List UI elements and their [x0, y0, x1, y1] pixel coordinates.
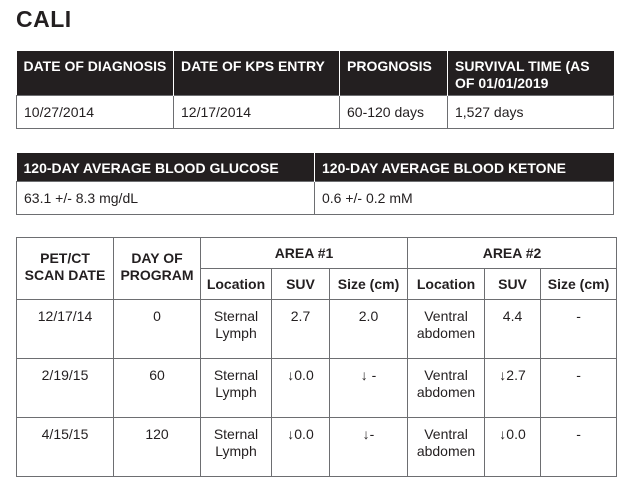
table-row: 63.1 +/- 8.3 mg/dL 0.6 +/- 0.2 mM: [16, 181, 614, 215]
header-scan-date: PET/CT SCAN DATE: [16, 237, 114, 300]
day-cell: 60: [113, 358, 201, 418]
table-header-row: DATE OF DIAGNOSIS DATE OF KPS ENTRY PROG…: [16, 51, 614, 96]
average-ketone-value: 0.6 +/- 0.2 mM: [314, 181, 614, 215]
scan-date-cell: 2/19/15: [16, 358, 114, 418]
prognosis-value: 60-120 days: [339, 95, 448, 129]
average-glucose-value: 63.1 +/- 8.3 mg/dL: [16, 181, 315, 215]
suv-2-cell: 4.4: [484, 299, 542, 359]
scan-results-table: PET/CT SCAN DATE DAY OF PROGRAM AREA #1 …: [16, 237, 618, 477]
size-2-cell: -: [540, 358, 618, 418]
suv-2-cell: ↓2.7: [484, 358, 542, 418]
table-subheader-row: Location SUV Size (cm) Location SUV Size…: [17, 268, 618, 300]
size-1-cell: ↓-: [328, 417, 409, 477]
header-date-of-diagnosis: DATE OF DIAGNOSIS: [16, 51, 174, 96]
suv-1-cell: ↓0.0: [271, 417, 330, 477]
header-average-glucose: 120-DAY AVERAGE BLOOD GLUCOSE: [16, 153, 315, 182]
suv-2-cell: ↓0.0: [484, 417, 542, 477]
page-title: CALI: [16, 6, 72, 32]
header-date-of-kps-entry: DATE OF KPS ENTRY: [173, 51, 340, 96]
table-row: 2/19/15 60 Sternal Lymph ↓0.0 ↓ - Ventra…: [16, 358, 618, 418]
size-2-cell: -: [540, 299, 618, 359]
suv-1-cell: 2.7: [271, 299, 330, 359]
table-row: 12/17/14 0 Sternal Lymph 2.7 2.0 Ventral…: [16, 299, 618, 359]
location-2-cell: Ventral abdomen: [407, 358, 486, 418]
day-cell: 120: [113, 417, 201, 477]
table-header-row: PET/CT SCAN DATE DAY OF PROGRAM AREA #1 …: [16, 237, 618, 300]
subheader-suv-2: SUV: [484, 268, 542, 300]
location-1-cell: Sternal Lymph: [200, 299, 272, 359]
scan-date-cell: 4/15/15: [16, 417, 114, 477]
location-1-cell: Sternal Lymph: [200, 417, 272, 477]
header-area-2: AREA #2: [407, 237, 618, 269]
subheader-location-2: Location: [407, 268, 486, 300]
average-values-table: 120-DAY AVERAGE BLOOD GLUCOSE 120-DAY AV…: [16, 153, 614, 215]
scan-date-cell: 12/17/14: [16, 299, 114, 359]
date-of-diagnosis-value: 10/27/2014: [16, 95, 174, 129]
size-1-cell: ↓ -: [328, 358, 409, 418]
table-header-row: 120-DAY AVERAGE BLOOD GLUCOSE 120-DAY AV…: [16, 153, 614, 182]
location-1-cell: Sternal Lymph: [200, 358, 272, 418]
subheader-size-2: Size (cm): [540, 268, 618, 300]
date-of-kps-entry-value: 12/17/2014: [173, 95, 340, 129]
table-row: 10/27/2014 12/17/2014 60-120 days 1,527 …: [16, 95, 614, 129]
size-1-cell: 2.0: [328, 299, 409, 359]
subheader-size-1: Size (cm): [328, 268, 409, 300]
header-day-of-program: DAY OF PROGRAM: [113, 237, 201, 300]
day-cell: 0: [113, 299, 201, 359]
survival-time-value: 1,527 days: [447, 95, 614, 129]
location-2-cell: Ventral abdomen: [407, 417, 486, 477]
patient-info-table: DATE OF DIAGNOSIS DATE OF KPS ENTRY PROG…: [16, 51, 614, 129]
header-survival-time: SURVIVAL TIME (AS OF 01/01/2019: [447, 51, 614, 96]
header-prognosis: PROGNOSIS: [339, 51, 448, 96]
table-row: 4/15/15 120 Sternal Lymph ↓0.0 ↓- Ventra…: [16, 417, 618, 477]
location-2-cell: Ventral abdomen: [407, 299, 486, 359]
subheader-suv-1: SUV: [271, 268, 330, 300]
suv-1-cell: ↓0.0: [271, 358, 330, 418]
size-2-cell: -: [540, 417, 618, 477]
header-area-1: AREA #1: [199, 237, 409, 269]
header-average-ketone: 120-DAY AVERAGE BLOOD KETONE: [314, 153, 614, 182]
subheader-location-1: Location: [200, 268, 272, 300]
